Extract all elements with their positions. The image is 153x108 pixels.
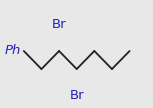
Text: Br: Br [52, 18, 66, 31]
Text: Ph: Ph [4, 44, 21, 57]
Text: Br: Br [69, 89, 84, 102]
